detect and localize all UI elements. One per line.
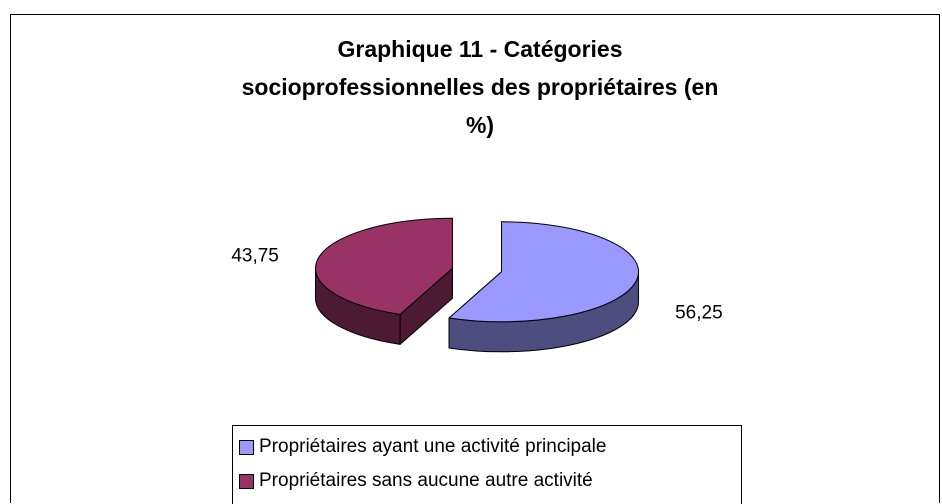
chart-frame	[10, 14, 940, 503]
legend-swatch	[239, 473, 254, 489]
legend-swatch	[239, 439, 254, 455]
slice	[448, 221, 640, 323]
slice	[315, 217, 453, 315]
legend: Propriétaires ayant une activité princip…	[232, 425, 742, 504]
legend-entry: Propriétaires sans aucune autre activité	[239, 464, 741, 498]
legend-entry: Propriétaires ayant une activité princip…	[239, 430, 741, 464]
legend-label: Propriétaires sans aucune autre activité	[259, 470, 593, 491]
chart-title: Graphique 11 - Catégories socioprofessio…	[241, 36, 719, 138]
data-label: 43,75	[231, 246, 279, 267]
data-label: 56,25	[675, 303, 723, 324]
legend-label: Propriétaires ayant une activité princip…	[259, 436, 607, 457]
